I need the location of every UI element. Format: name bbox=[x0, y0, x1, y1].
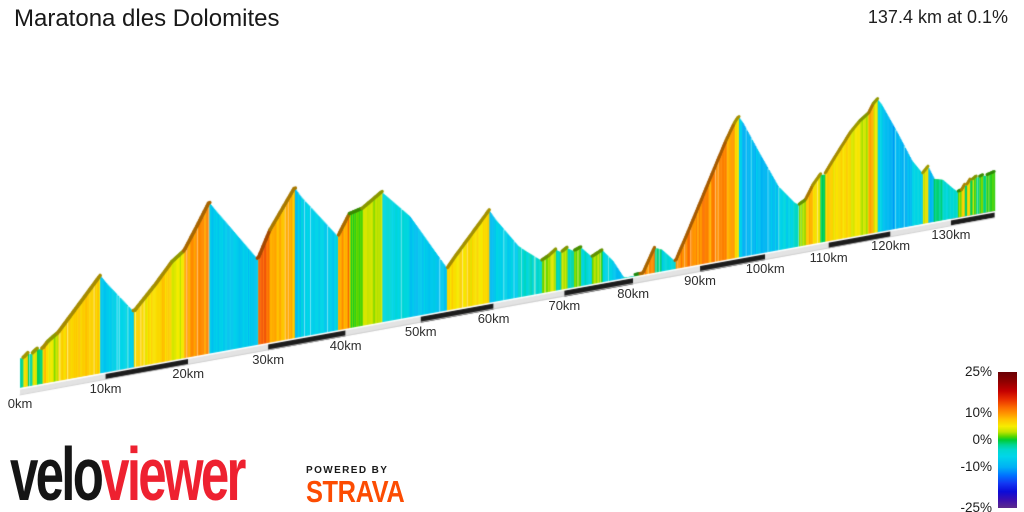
veloviewer-logo-velo: velo bbox=[10, 432, 104, 512]
gradient-legend: 25% 10% 0% -10% -25% bbox=[930, 360, 1024, 512]
powered-by-label: POWERED BY bbox=[306, 465, 389, 476]
gradient-legend-bar bbox=[998, 372, 1017, 508]
axis-tick-label-0km: 0km bbox=[7, 396, 33, 411]
axis-tick-label-10km: 10km bbox=[89, 380, 122, 396]
veloviewer-logo-viewer: viewer bbox=[101, 432, 246, 512]
legend-label--10pct: -10% bbox=[960, 459, 992, 475]
veloviewer-logo[interactable]: veloviewer bbox=[10, 437, 354, 512]
axis-tick-label-130km: 130km bbox=[931, 227, 971, 243]
strava-logo[interactable]: POWERED BY STRAVA bbox=[306, 465, 426, 509]
legend-label-25pct: 25% bbox=[964, 364, 992, 379]
axis-tick-label-40km: 40km bbox=[329, 337, 362, 353]
route-summary: 137.4 km at 0.1% bbox=[867, 7, 1008, 27]
axis-tick-label-110km: 110km bbox=[809, 249, 848, 265]
page-title: Maratona dles Dolomites bbox=[14, 5, 280, 32]
axis-tick-label-90km: 90km bbox=[684, 273, 716, 289]
strava-wordmark: STRAVA bbox=[306, 474, 405, 509]
axis-tick-label-60km: 60km bbox=[477, 311, 510, 327]
axis-tick-label-80km: 80km bbox=[617, 285, 650, 301]
axis-tick-label-120km: 120km bbox=[871, 238, 911, 254]
axis-tick-label-70km: 70km bbox=[548, 298, 581, 314]
legend-label-10pct: 10% bbox=[964, 404, 992, 420]
legend-label--25pct: -25% bbox=[960, 500, 992, 512]
axis-tick-label-100km: 100km bbox=[745, 261, 785, 277]
axis-tick-label-30km: 30km bbox=[252, 351, 285, 367]
axis-tick-label-50km: 50km bbox=[404, 324, 437, 340]
axis-tick-label-20km: 20km bbox=[172, 366, 205, 382]
legend-label-0pct: 0% bbox=[972, 432, 992, 447]
